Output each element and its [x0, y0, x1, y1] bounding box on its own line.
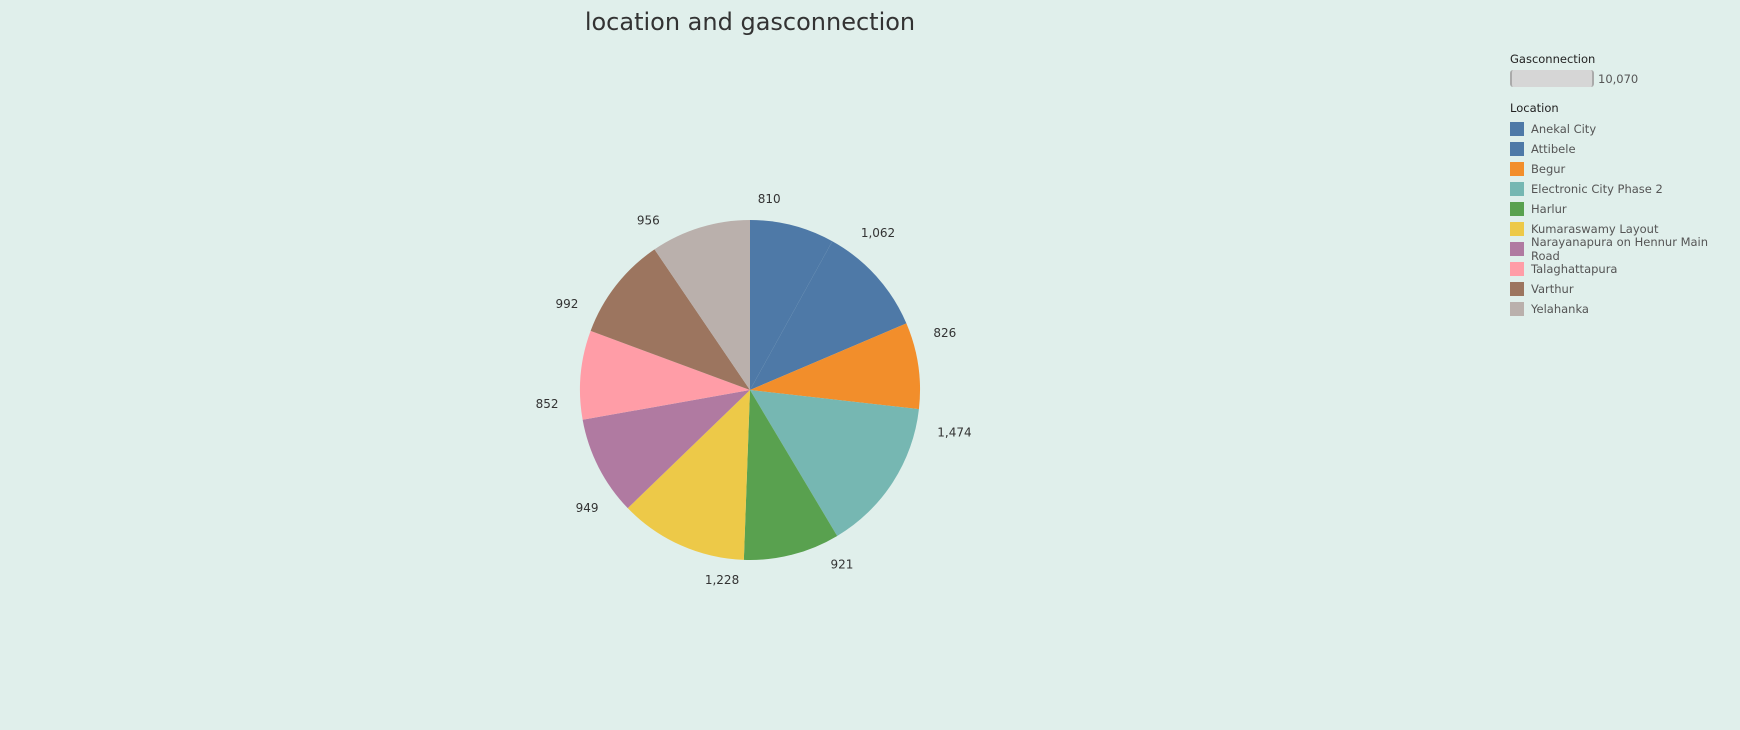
- slice-label: 956: [637, 214, 660, 228]
- legend-swatch: [1510, 262, 1524, 276]
- legend-swatch: [1510, 302, 1524, 316]
- legend-item[interactable]: Begur: [1510, 159, 1738, 179]
- pie-slice[interactable]: [750, 390, 919, 536]
- slice-label: 1,228: [705, 573, 739, 587]
- legend-swatch: [1510, 242, 1524, 256]
- legend-label: Yelahanka: [1531, 302, 1589, 316]
- legend-swatch: [1510, 162, 1524, 176]
- legend-label: Kumaraswamy Layout: [1531, 222, 1659, 236]
- pie-slice[interactable]: [590, 249, 750, 390]
- legend-item[interactable]: Narayanapura on Hennur Main Road: [1510, 235, 1738, 263]
- pie-chart: 810 1,062 826 1,474 921 1,228 949 852 992 956: [536, 192, 972, 587]
- slice-label: 921: [831, 557, 854, 571]
- legend-item[interactable]: Anekal City: [1510, 119, 1738, 139]
- pie-slice[interactable]: [654, 220, 750, 390]
- legend-item[interactable]: Talaghattapura: [1510, 259, 1738, 279]
- slice-label: 810: [758, 192, 781, 206]
- legend-label: Varthur: [1531, 282, 1574, 296]
- size-legend-value: 10,070: [1598, 71, 1639, 86]
- color-legend: Anekal City Attibele Begur Electronic City …: [1510, 119, 1738, 319]
- legend-swatch: [1510, 122, 1524, 136]
- slice-label: 826: [933, 326, 956, 340]
- pie-slice[interactable]: [750, 220, 833, 390]
- pie-slice[interactable]: [627, 390, 750, 560]
- pie-slice[interactable]: [580, 330, 750, 420]
- legend-label: Attibele: [1531, 142, 1576, 156]
- legend-swatch: [1510, 142, 1524, 156]
- size-legend-bar: [1510, 70, 1594, 87]
- legend-label: Anekal City: [1531, 122, 1597, 136]
- slice-label: 1,062: [861, 226, 895, 240]
- size-legend: 10,070: [1510, 70, 1738, 87]
- legend-label: Talaghattapura: [1531, 262, 1618, 276]
- legend-label: Harlur: [1531, 202, 1567, 216]
- legend-swatch: [1510, 222, 1524, 236]
- pie-slice[interactable]: [750, 323, 920, 410]
- legend-swatch: [1510, 202, 1524, 216]
- legend-swatch: [1510, 282, 1524, 296]
- legend-item[interactable]: Electronic City Phase 2: [1510, 179, 1738, 199]
- slice-label: 1,474: [937, 425, 971, 439]
- pie-slice[interactable]: [750, 241, 907, 390]
- legend-item[interactable]: Yelahanka: [1510, 299, 1738, 319]
- legend-panel: Gasconnection 10,070 Location Anekal Cit…: [1510, 52, 1738, 319]
- slice-label: 992: [555, 297, 578, 311]
- size-legend-title: Gasconnection: [1510, 52, 1596, 66]
- legend-label: Electronic City Phase 2: [1531, 182, 1663, 196]
- pie-slice[interactable]: [582, 390, 750, 509]
- legend-item[interactable]: Varthur: [1510, 279, 1738, 299]
- legend-swatch: [1510, 182, 1524, 196]
- pie-slice[interactable]: [743, 390, 838, 560]
- color-legend-title: Location: [1510, 101, 1559, 115]
- legend-item[interactable]: Kumaraswamy Layout: [1510, 219, 1738, 239]
- legend-label: Narayanapura on Hennur Main Road: [1531, 235, 1709, 263]
- slice-label: 852: [536, 397, 559, 411]
- slice-label: 949: [576, 501, 599, 515]
- legend-item[interactable]: Attibele: [1510, 139, 1738, 159]
- chart-title: location and gasconnection: [584, 8, 916, 36]
- legend-item[interactable]: Harlur: [1510, 199, 1738, 219]
- legend-label: Begur: [1531, 162, 1566, 176]
